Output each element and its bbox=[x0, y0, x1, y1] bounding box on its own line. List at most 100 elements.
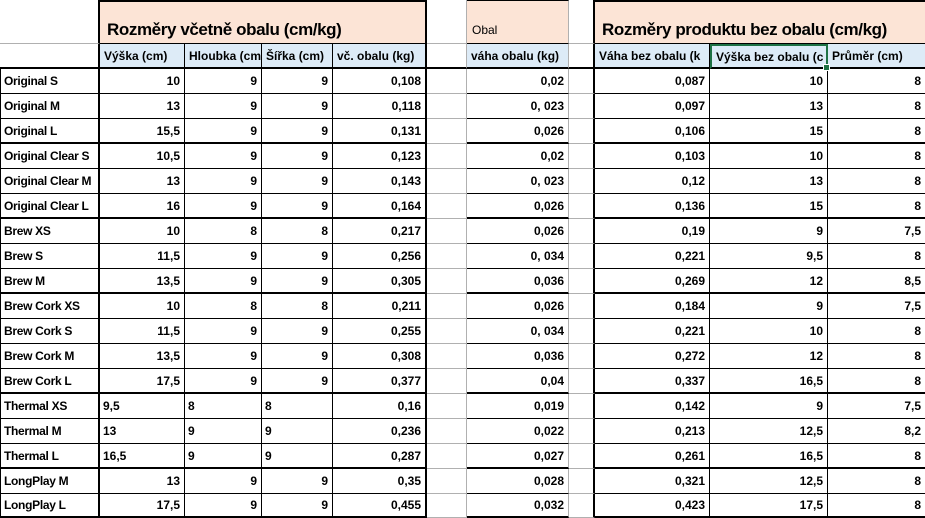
empty-gap-cell[interactable] bbox=[427, 0, 467, 44]
sirka-cell[interactable]: 9 bbox=[262, 94, 333, 119]
vyska-cell[interactable]: 13 bbox=[100, 419, 185, 444]
vyska-cell[interactable]: 13,5 bbox=[100, 269, 185, 294]
vc-obalu-cell[interactable]: 0,377 bbox=[333, 369, 427, 394]
empty-gap-cell[interactable] bbox=[427, 169, 467, 194]
vaha-bez-obalu-cell[interactable]: 0,19 bbox=[595, 219, 710, 244]
sirka-cell[interactable]: 9 bbox=[262, 444, 333, 469]
product-name-cell[interactable]: Brew XS bbox=[0, 219, 100, 244]
empty-gap-cell[interactable] bbox=[427, 319, 467, 344]
vc-obalu-cell[interactable]: 0,131 bbox=[333, 119, 427, 144]
vyska-bez-obalu-cell[interactable]: 16,5 bbox=[710, 444, 828, 469]
vyska-bez-obalu-cell[interactable]: 10 bbox=[710, 144, 828, 169]
product-name-cell[interactable]: Original M bbox=[0, 94, 100, 119]
vaha-bez-obalu-cell[interactable]: 0,337 bbox=[595, 369, 710, 394]
empty-gap-cell[interactable] bbox=[427, 294, 467, 319]
vaha-bez-obalu-cell[interactable]: 0,12 bbox=[595, 169, 710, 194]
vaha-obalu-cell[interactable]: 0,032 bbox=[467, 494, 569, 518]
corner-empty-cell[interactable] bbox=[0, 0, 100, 44]
vaha-bez-obalu-cell[interactable]: 0,221 bbox=[595, 319, 710, 344]
vyska-cell[interactable]: 16 bbox=[100, 194, 185, 219]
prumer-cell[interactable]: 7,5 bbox=[828, 294, 925, 319]
vaha-bez-obalu-cell[interactable]: 0,087 bbox=[595, 69, 710, 94]
sirka-cell[interactable]: 9 bbox=[262, 469, 333, 494]
empty-gap-cell[interactable] bbox=[427, 94, 467, 119]
vyska-bez-obalu-cell[interactable]: 12 bbox=[710, 344, 828, 369]
empty-gap-cell[interactable] bbox=[569, 419, 595, 444]
vc-obalu-cell[interactable]: 0,211 bbox=[333, 294, 427, 319]
vyska-cell[interactable]: 15,5 bbox=[100, 119, 185, 144]
column-header-vyska-bez-obalu-selected[interactable]: Výška bez obalu (c bbox=[710, 44, 830, 71]
empty-gap-cell[interactable] bbox=[569, 0, 595, 44]
empty-gap-cell[interactable] bbox=[569, 119, 595, 144]
empty-gap-cell[interactable] bbox=[427, 219, 467, 244]
prumer-cell[interactable]: 8 bbox=[828, 144, 925, 169]
prumer-cell[interactable]: 8 bbox=[828, 94, 925, 119]
prumer-cell[interactable]: 8 bbox=[828, 444, 925, 469]
section-header-left[interactable]: Rozměry včetně obalu (cm/kg) bbox=[100, 0, 427, 44]
vc-obalu-cell[interactable]: 0,256 bbox=[333, 244, 427, 269]
hloubka-cell[interactable]: 9 bbox=[185, 419, 262, 444]
vaha-bez-obalu-cell[interactable]: 0,097 bbox=[595, 94, 710, 119]
vyska-cell[interactable]: 16,5 bbox=[100, 444, 185, 469]
vc-obalu-cell[interactable]: 0,308 bbox=[333, 344, 427, 369]
prumer-cell[interactable]: 8 bbox=[828, 319, 925, 344]
sirka-cell[interactable]: 9 bbox=[262, 169, 333, 194]
product-name-cell[interactable]: LongPlay L bbox=[0, 494, 100, 518]
vc-obalu-cell[interactable]: 0,287 bbox=[333, 444, 427, 469]
column-header-vaha-bez-obalu[interactable]: Váha bez obalu (k bbox=[595, 44, 710, 69]
vaha-bez-obalu-cell[interactable]: 0,221 bbox=[595, 244, 710, 269]
vaha-obalu-cell[interactable]: 0, 023 bbox=[467, 94, 569, 119]
column-header-vyska[interactable]: Výška (cm) bbox=[100, 44, 185, 69]
vyska-bez-obalu-cell[interactable]: 9,5 bbox=[710, 244, 828, 269]
row-label-header-cell[interactable] bbox=[0, 44, 100, 69]
sirka-cell[interactable]: 9 bbox=[262, 369, 333, 394]
column-header-hloubka[interactable]: Hloubka (cm bbox=[185, 44, 262, 69]
vyska-bez-obalu-cell[interactable]: 9 bbox=[710, 219, 828, 244]
vyska-cell[interactable]: 13 bbox=[100, 94, 185, 119]
vaha-obalu-cell[interactable]: 0,026 bbox=[467, 219, 569, 244]
empty-gap-cell[interactable] bbox=[427, 494, 467, 518]
vaha-bez-obalu-cell[interactable]: 0,261 bbox=[595, 444, 710, 469]
vyska-bez-obalu-cell[interactable]: 13 bbox=[710, 94, 828, 119]
hloubka-cell[interactable]: 9 bbox=[185, 119, 262, 144]
product-name-cell[interactable]: Original Clear M bbox=[0, 169, 100, 194]
vyska-bez-obalu-cell[interactable]: 12 bbox=[710, 269, 828, 294]
sirka-cell[interactable]: 9 bbox=[262, 69, 333, 94]
product-name-cell[interactable]: Original Clear L bbox=[0, 194, 100, 219]
sirka-cell[interactable]: 9 bbox=[262, 119, 333, 144]
hloubka-cell[interactable]: 9 bbox=[185, 94, 262, 119]
product-name-cell[interactable]: Brew Cork XS bbox=[0, 294, 100, 319]
empty-gap-cell[interactable] bbox=[569, 144, 595, 169]
empty-gap-cell[interactable] bbox=[427, 469, 467, 494]
vyska-bez-obalu-cell[interactable]: 13 bbox=[710, 169, 828, 194]
sirka-cell[interactable]: 8 bbox=[262, 394, 333, 419]
product-name-cell[interactable]: Brew Cork S bbox=[0, 319, 100, 344]
vaha-obalu-cell[interactable]: 0, 034 bbox=[467, 244, 569, 269]
empty-gap-cell[interactable] bbox=[569, 194, 595, 219]
sirka-cell[interactable]: 9 bbox=[262, 144, 333, 169]
empty-gap-cell[interactable] bbox=[427, 394, 467, 419]
column-header-vc-obalu[interactable]: vč. obalu (kg) bbox=[333, 44, 427, 69]
empty-gap-cell[interactable] bbox=[569, 344, 595, 369]
vyska-cell[interactable]: 13 bbox=[100, 169, 185, 194]
hloubka-cell[interactable]: 9 bbox=[185, 69, 262, 94]
prumer-cell[interactable]: 8 bbox=[828, 469, 925, 494]
hloubka-cell[interactable]: 9 bbox=[185, 319, 262, 344]
sirka-cell[interactable]: 9 bbox=[262, 344, 333, 369]
sirka-cell[interactable]: 8 bbox=[262, 219, 333, 244]
prumer-cell[interactable]: 8 bbox=[828, 244, 925, 269]
product-name-cell[interactable]: Thermal L bbox=[0, 444, 100, 469]
vaha-obalu-cell[interactable]: 0,019 bbox=[467, 394, 569, 419]
empty-gap-cell[interactable] bbox=[427, 69, 467, 94]
empty-gap-cell[interactable] bbox=[569, 469, 595, 494]
vc-obalu-cell[interactable]: 0,16 bbox=[333, 394, 427, 419]
vyska-cell[interactable]: 10,5 bbox=[100, 144, 185, 169]
empty-gap-cell[interactable] bbox=[427, 269, 467, 294]
vyska-cell[interactable]: 17,5 bbox=[100, 494, 185, 518]
vaha-bez-obalu-cell[interactable]: 0,213 bbox=[595, 419, 710, 444]
vc-obalu-cell[interactable]: 0,217 bbox=[333, 219, 427, 244]
product-name-cell[interactable]: Original L bbox=[0, 119, 100, 144]
hloubka-cell[interactable]: 9 bbox=[185, 144, 262, 169]
vyska-bez-obalu-cell[interactable]: 10 bbox=[710, 319, 828, 344]
hloubka-cell[interactable]: 9 bbox=[185, 344, 262, 369]
